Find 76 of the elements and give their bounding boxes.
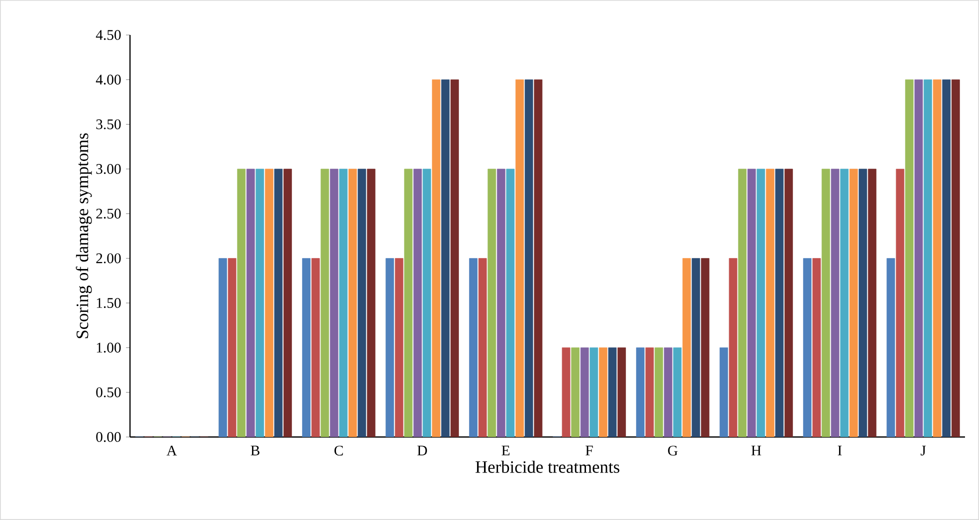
bar	[571, 347, 580, 437]
bar	[274, 168, 283, 437]
bar	[450, 79, 459, 437]
bar	[284, 168, 292, 437]
bar	[766, 168, 774, 437]
bar	[348, 168, 357, 437]
bar	[432, 79, 440, 437]
bar	[320, 168, 330, 437]
bar	[608, 347, 617, 437]
bar	[849, 168, 858, 437]
bar	[413, 168, 422, 437]
y-tick-label: 2.00	[96, 253, 121, 264]
bar	[858, 168, 868, 437]
x-tick-label: C	[334, 446, 343, 456]
bar	[756, 168, 766, 437]
x-tick-label: J	[920, 446, 926, 456]
y-tick-label: 3.50	[96, 119, 121, 130]
bar	[496, 168, 506, 437]
bar	[367, 168, 376, 437]
y-tick-label: 1.00	[96, 342, 121, 353]
bar	[506, 168, 515, 437]
y-tick-label: 3.00	[96, 164, 121, 174]
y-axis-title: Scoring of damage symptoms	[76, 133, 92, 338]
bar	[775, 168, 784, 437]
x-tick-label: A	[166, 446, 177, 456]
bar	[330, 168, 338, 437]
bar	[358, 168, 366, 437]
bar	[264, 168, 274, 437]
bar	[868, 168, 876, 437]
x-tick-label: I	[838, 446, 842, 456]
bar	[701, 258, 710, 437]
x-tick-label: H	[751, 446, 762, 456]
bar	[515, 79, 524, 437]
y-tick-label: 0.50	[96, 387, 121, 398]
x-tick-label: G	[668, 446, 678, 456]
bar	[524, 79, 534, 437]
bar	[441, 79, 450, 437]
bar	[682, 258, 691, 437]
bar	[598, 347, 608, 437]
bar	[747, 168, 756, 437]
x-tick-label: D	[417, 446, 427, 456]
bar	[590, 347, 598, 437]
bar	[422, 168, 432, 437]
bar	[664, 347, 672, 437]
bar	[840, 168, 849, 437]
bar	[784, 168, 793, 437]
bar	[339, 168, 348, 437]
bar	[488, 168, 496, 437]
bar	[618, 347, 626, 437]
y-tick-label: 1.50	[96, 298, 121, 308]
bar	[830, 168, 840, 437]
bar	[673, 347, 682, 437]
x-tick-label: B	[250, 446, 260, 456]
bar	[237, 168, 246, 437]
x-tick-label: F	[586, 446, 593, 456]
y-tick-label: 0.00	[96, 432, 121, 442]
bar	[905, 79, 914, 437]
bar	[692, 258, 700, 437]
bar	[246, 168, 255, 437]
bar	[654, 347, 664, 437]
bar	[932, 79, 942, 437]
x-tick-label: E	[502, 446, 510, 456]
bar	[404, 168, 413, 437]
bar	[924, 79, 932, 437]
x-axis-title: Herbicide treatments	[476, 460, 620, 473]
bar	[534, 79, 542, 437]
y-tick-label: 4.50	[96, 30, 121, 40]
bar	[580, 347, 589, 437]
bar	[914, 79, 923, 437]
y-tick-label: 2.50	[96, 208, 121, 219]
bar	[942, 79, 951, 437]
bar	[952, 79, 960, 437]
bar	[738, 168, 747, 437]
y-tick-label: 4.00	[96, 74, 121, 85]
bar	[822, 168, 830, 437]
bar	[256, 168, 264, 437]
